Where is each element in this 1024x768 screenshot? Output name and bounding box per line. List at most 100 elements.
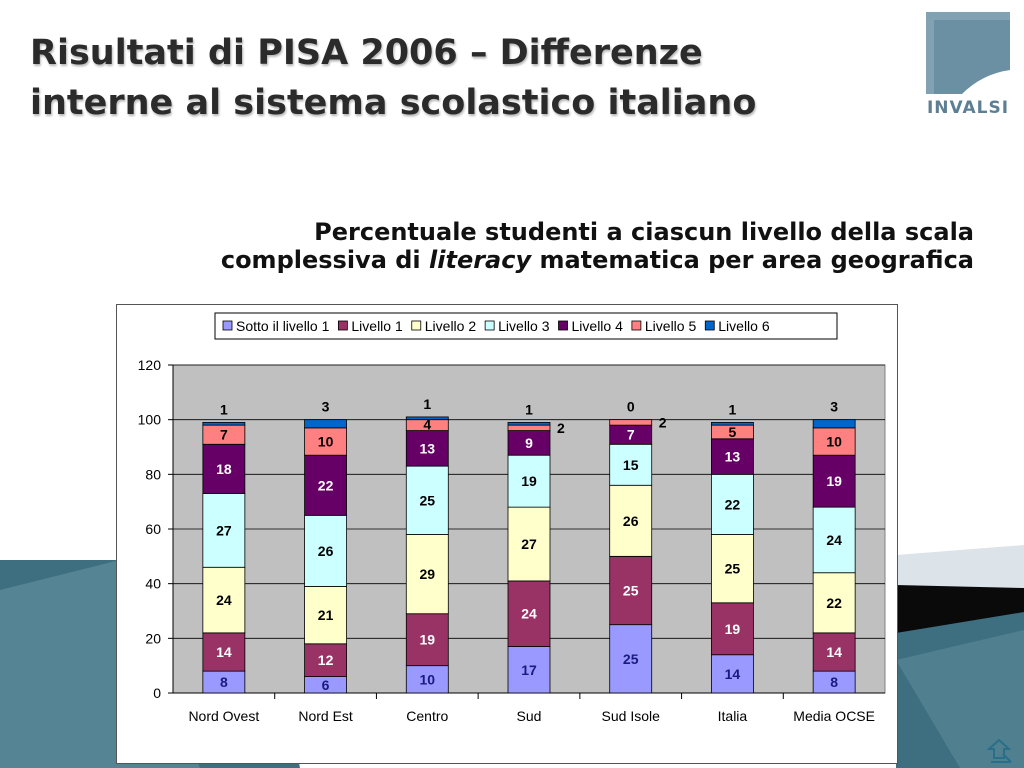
data-label: 14 — [216, 644, 232, 660]
legend — [214, 312, 838, 340]
data-label: 6 — [322, 677, 330, 693]
bar-segment — [507, 422, 551, 426]
data-label: 21 — [318, 607, 334, 623]
data-label: 29 — [419, 566, 435, 582]
bar-segment — [405, 430, 449, 467]
bar-segment — [202, 422, 246, 426]
data-label: 1 — [423, 396, 431, 412]
data-label: 25 — [419, 492, 435, 508]
data-label: 2 — [659, 414, 667, 430]
bar-segment — [304, 454, 347, 516]
legend-entry: Livello 6 — [718, 318, 770, 334]
legend-entry: Livello 3 — [498, 318, 550, 334]
data-label: 17 — [521, 662, 537, 678]
data-label: 7 — [220, 427, 228, 443]
data-label: 25 — [623, 651, 639, 667]
bar-segment — [304, 643, 347, 677]
data-label: 13 — [725, 449, 741, 465]
data-label: 1 — [525, 401, 533, 417]
data-label: 8 — [220, 674, 228, 690]
y-tick-label: 20 — [145, 630, 161, 646]
data-label: 7 — [627, 427, 635, 443]
data-label: 10 — [826, 434, 842, 450]
y-tick-label: 40 — [145, 576, 161, 592]
bar-segment — [609, 555, 653, 626]
bar-segment — [405, 416, 449, 421]
data-label: 2 — [557, 420, 565, 436]
data-label: 26 — [623, 513, 639, 529]
legend-entry: Livello 5 — [645, 318, 697, 334]
x-tick-label: Nord Ovest — [188, 708, 259, 724]
bar-segment — [507, 646, 551, 694]
data-label: 1 — [220, 401, 228, 417]
data-label: 12 — [318, 652, 334, 668]
data-label: 24 — [521, 606, 537, 622]
bar-segment — [507, 424, 551, 431]
legend-swatch — [704, 320, 715, 331]
data-label: 19 — [826, 473, 842, 489]
legend-entry: Livello 2 — [425, 318, 477, 334]
data-label: 19 — [725, 621, 741, 637]
data-label: 5 — [729, 424, 737, 440]
legend-entry: Livello 1 — [351, 318, 403, 334]
data-label: 25 — [623, 583, 639, 599]
bar-segment — [405, 534, 449, 615]
data-label: 9 — [525, 435, 533, 451]
subtitle-line1: Percentuale studenti a ciascun livello d… — [314, 218, 974, 246]
bar-segment — [711, 654, 754, 694]
data-label: 1 — [729, 401, 737, 417]
data-label: 24 — [216, 592, 232, 608]
chart-container: 0 20 40 60 80 100 120 8 14 24 27 18 7 1 Nord Ovest 6 12 2… — [116, 304, 898, 764]
bar-segment — [507, 506, 551, 582]
data-label: 22 — [826, 595, 842, 611]
data-label: 10 — [419, 671, 435, 687]
bar-segment — [711, 534, 754, 604]
data-label: 22 — [318, 477, 334, 493]
data-label: 18 — [216, 461, 232, 477]
subtitle-line2-post: matematica per area geografica — [531, 246, 974, 274]
bar-segment — [812, 419, 856, 429]
data-label: 26 — [318, 543, 334, 559]
y-tick-label: 120 — [138, 357, 162, 373]
bar-segment — [812, 632, 856, 672]
data-label: 27 — [521, 536, 537, 552]
slide-title: Risultati di PISA 2006 – Differenze inte… — [30, 28, 890, 128]
bar-segment — [812, 572, 856, 634]
bar-segment — [711, 473, 754, 535]
bar-segment — [711, 602, 754, 656]
data-label: 27 — [216, 522, 232, 538]
data-label: 25 — [725, 561, 741, 577]
x-tick-label: Nord Est — [298, 708, 353, 724]
invalsi-logo — [926, 12, 1010, 94]
data-label: 22 — [725, 496, 741, 512]
x-tick-label: Media OCSE — [793, 708, 875, 724]
back-arrow-icon[interactable] — [985, 736, 1013, 764]
bar-segment — [202, 632, 246, 672]
x-tick-label: Sud — [517, 708, 542, 724]
data-label: 0 — [627, 399, 635, 415]
legend-entry: Sotto il livello 1 — [236, 318, 330, 334]
data-label: 24 — [826, 532, 842, 548]
bar-segment — [609, 624, 653, 694]
legend-entry: Livello 4 — [572, 318, 624, 334]
slide-title-line1: Risultati di PISA 2006 – Differenze — [30, 33, 703, 73]
legend-swatch — [337, 320, 348, 331]
bar-segment — [304, 514, 347, 587]
bar-segment — [405, 665, 449, 694]
legend-swatch — [558, 320, 568, 331]
data-label: 8 — [830, 674, 838, 690]
data-label: 19 — [521, 473, 537, 489]
bar-segment — [405, 613, 449, 667]
y-tick-label: 0 — [153, 685, 161, 701]
logo-text: INVALSI — [926, 98, 1010, 118]
x-tick-label: Centro — [406, 708, 448, 724]
y-tick-label: 100 — [138, 412, 162, 428]
bar-segment — [812, 427, 856, 456]
bar-segment — [609, 419, 653, 426]
legend-swatch — [411, 320, 422, 331]
data-label: 15 — [623, 457, 639, 473]
data-label: 13 — [419, 440, 435, 456]
bar-segment — [304, 419, 347, 429]
bar-segment — [304, 585, 347, 645]
